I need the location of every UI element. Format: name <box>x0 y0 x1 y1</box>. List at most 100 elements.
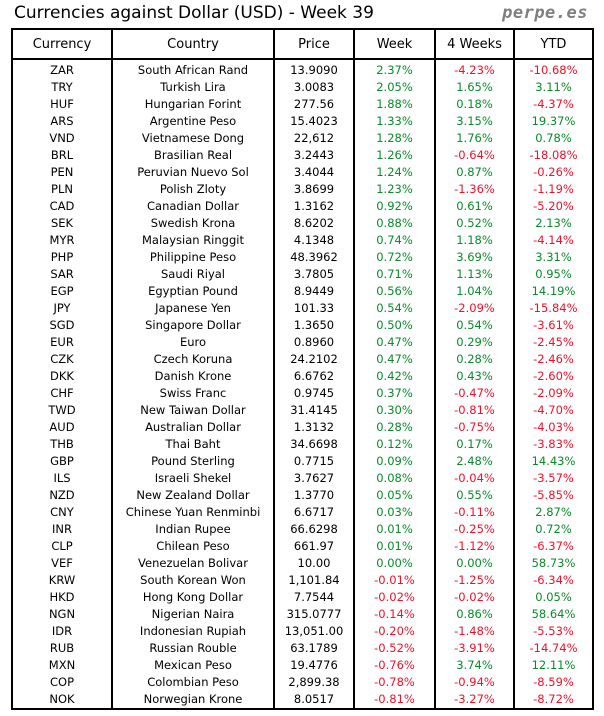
cell-4-weeks: -0.81% <box>434 402 515 419</box>
cell-price: 34.6698 <box>273 436 355 453</box>
cell-country: Hong Kong Dollar <box>111 589 275 606</box>
table-row: DKK Danish Krone 6.6762 0.42% 0.43% -2.60% <box>11 368 594 385</box>
cell-week: 0.72% <box>353 249 436 266</box>
table-row: HUF Hungarian Forint 277.56 1.88% 0.18% -4.37… <box>11 96 594 113</box>
cell-currency: NGN <box>11 606 113 623</box>
cell-country: Egyptian Pound <box>111 283 275 300</box>
cell-4-weeks: -4.23% <box>434 59 515 79</box>
cell-week: -0.01% <box>353 572 436 589</box>
table-row: ARS Argentine Peso 15.4023 1.33% 3.15% 19.37% <box>11 113 594 130</box>
cell-ytd: -5.53% <box>513 623 594 640</box>
cell-country: Swiss Franc <box>111 385 275 402</box>
cell-country: Euro <box>111 334 275 351</box>
cell-country: Russian Rouble <box>111 640 275 657</box>
cell-currency: RUB <box>11 640 113 657</box>
cell-price: 3.7627 <box>273 470 355 487</box>
cell-currency: THB <box>11 436 113 453</box>
cell-week: 1.88% <box>353 96 436 113</box>
cell-currency: SEK <box>11 215 113 232</box>
cell-week: -0.76% <box>353 657 436 674</box>
column-header-ytd: YTD <box>513 28 594 60</box>
cell-price: 0.9745 <box>273 385 355 402</box>
cell-week: 0.56% <box>353 283 436 300</box>
cell-currency: COP <box>11 674 113 691</box>
table-row: VND Vietnamese Dong 22,612 1.28% 1.76% 0.78% <box>11 130 594 147</box>
cell-4-weeks: -0.04% <box>434 470 515 487</box>
table-row: ZAR South African Rand 13.9090 2.37% -4.23% -… <box>11 59 594 79</box>
cell-currency: IDR <box>11 623 113 640</box>
cell-4-weeks: -0.75% <box>434 419 515 436</box>
cell-price: 1.3770 <box>273 487 355 504</box>
cell-week: 2.05% <box>353 79 436 96</box>
cell-currency: MYR <box>11 232 113 249</box>
cell-4-weeks: -0.02% <box>434 589 515 606</box>
table-row: CAD Canadian Dollar 1.3162 0.92% 0.61% -5.20% <box>11 198 594 215</box>
cell-ytd: -2.60% <box>513 368 594 385</box>
cell-country: Venezuelan Bolivar <box>111 555 275 572</box>
cell-country: Danish Krone <box>111 368 275 385</box>
cell-price: 315.0777 <box>273 606 355 623</box>
cell-ytd: -18.08% <box>513 147 594 164</box>
cell-country: Norwegian Krone <box>111 691 275 709</box>
cell-4-weeks: -3.91% <box>434 640 515 657</box>
cell-ytd: -5.20% <box>513 198 594 215</box>
cell-ytd: 19.37% <box>513 113 594 130</box>
cell-week: -0.81% <box>353 691 436 709</box>
table-row: AUD Australian Dollar 1.3132 0.28% -0.75% -4.… <box>11 419 594 436</box>
cell-ytd: -14.74% <box>513 640 594 657</box>
cell-week: 1.33% <box>353 113 436 130</box>
cell-ytd: -8.59% <box>513 674 594 691</box>
column-header-price: Price <box>273 28 355 60</box>
cell-country: Polish Zloty <box>111 181 275 198</box>
cell-country: Indian Rupee <box>111 521 275 538</box>
cell-ytd: -4.70% <box>513 402 594 419</box>
cell-country: New Taiwan Dollar <box>111 402 275 419</box>
table-row: IDR Indonesian Rupiah 13,051.00 -0.20% -1.48… <box>11 623 594 640</box>
cell-4-weeks: 0.18% <box>434 96 515 113</box>
cell-week: 0.54% <box>353 300 436 317</box>
table-row: SAR Saudi Riyal 3.7805 0.71% 1.13% 0.95% <box>11 266 594 283</box>
cell-4-weeks: 1.13% <box>434 266 515 283</box>
brand-logo: perpe.es <box>502 3 588 23</box>
table-row: JPY Japanese Yen 101.33 0.54% -2.09% -15.84% <box>11 300 594 317</box>
cell-ytd: 12.11% <box>513 657 594 674</box>
cell-currency: JPY <box>11 300 113 317</box>
cell-country: Philippine Peso <box>111 249 275 266</box>
cell-4-weeks: 0.28% <box>434 351 515 368</box>
cell-4-weeks: 0.87% <box>434 164 515 181</box>
cell-ytd: -3.57% <box>513 470 594 487</box>
cell-ytd: -6.37% <box>513 538 594 555</box>
cell-currency: ILS <box>11 470 113 487</box>
cell-country: Brasilian Real <box>111 147 275 164</box>
cell-price: 3.2443 <box>273 147 355 164</box>
cell-currency: CLP <box>11 538 113 555</box>
cell-country: Peruvian Nuevo Sol <box>111 164 275 181</box>
table-row: SGD Singapore Dollar 1.3650 0.50% 0.54% -3.61… <box>11 317 594 334</box>
cell-week: -0.52% <box>353 640 436 657</box>
cell-price: 13,051.00 <box>273 623 355 640</box>
cell-week: 0.12% <box>353 436 436 453</box>
cell-currency: EUR <box>11 334 113 351</box>
cell-4-weeks: -1.12% <box>434 538 515 555</box>
cell-ytd: -2.09% <box>513 385 594 402</box>
cell-country: Colombian Peso <box>111 674 275 691</box>
cell-currency: HUF <box>11 96 113 113</box>
cell-country: Singapore Dollar <box>111 317 275 334</box>
cell-country: Malaysian Ringgit <box>111 232 275 249</box>
cell-4-weeks: 1.18% <box>434 232 515 249</box>
cell-country: South African Rand <box>111 59 275 79</box>
cell-country: Pound Sterling <box>111 453 275 470</box>
table-row: CNY Chinese Yuan Renminbi 6.6717 0.03% -0.11… <box>11 504 594 521</box>
cell-4-weeks: -1.36% <box>434 181 515 198</box>
cell-week: 2.37% <box>353 59 436 79</box>
cell-ytd: 58.73% <box>513 555 594 572</box>
cell-week: -0.14% <box>353 606 436 623</box>
table-row: ILS Israeli Shekel 3.7627 0.08% -0.04% -3.57% <box>11 470 594 487</box>
cell-week: 0.01% <box>353 538 436 555</box>
cell-ytd: -2.46% <box>513 351 594 368</box>
cell-country: Chinese Yuan Renminbi <box>111 504 275 521</box>
cell-price: 0.7715 <box>273 453 355 470</box>
cell-week: 0.01% <box>353 521 436 538</box>
cell-country: Thai Baht <box>111 436 275 453</box>
table-row: COP Colombian Peso 2,899.38 -0.78% -0.94% -8.… <box>11 674 594 691</box>
